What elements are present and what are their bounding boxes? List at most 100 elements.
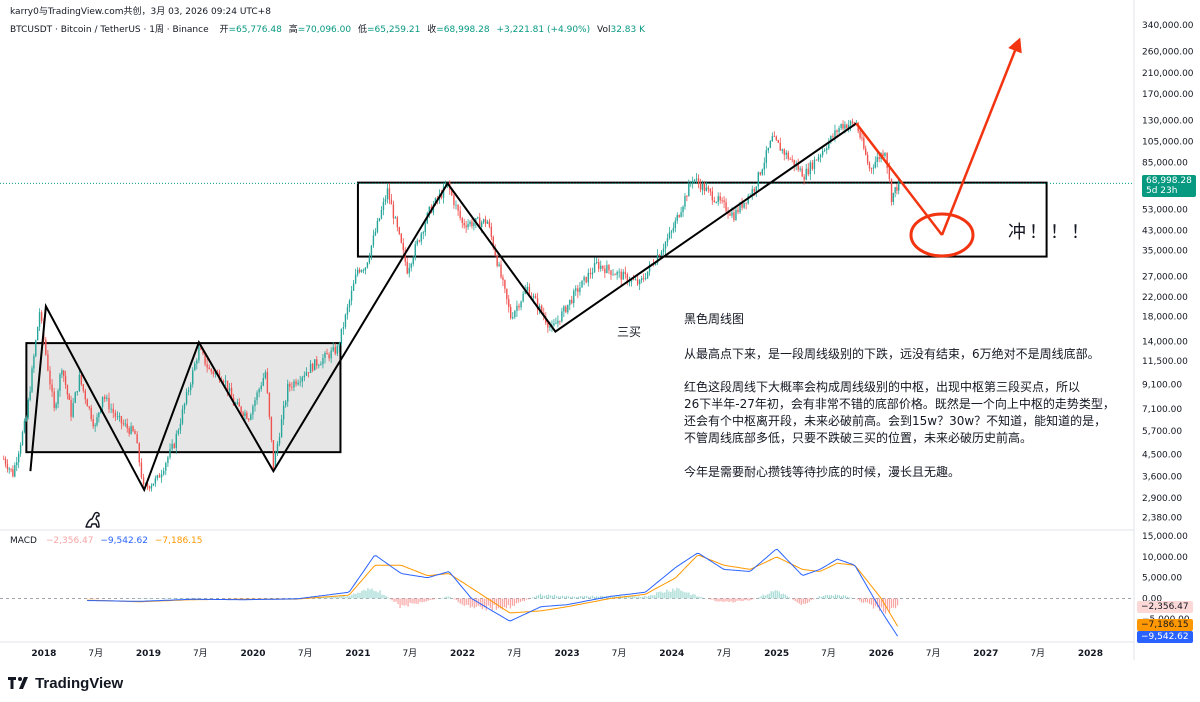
candle-body (793, 159, 795, 167)
candle-body (368, 256, 371, 263)
candle-body (68, 394, 70, 400)
dinosaur-icon[interactable] (84, 509, 104, 533)
candle-body (23, 421, 26, 433)
candle-body (266, 372, 269, 393)
candle-body (70, 399, 72, 417)
note-title: 黑色周线图 (684, 312, 745, 326)
candle-body (678, 215, 680, 217)
candle-body (741, 202, 743, 208)
candle-body (610, 270, 612, 275)
macd-signal-tag: −7,186.15 (1137, 619, 1193, 631)
candle-body (136, 434, 138, 444)
candle-body (29, 391, 31, 400)
candle-body (868, 162, 871, 169)
candle-body (165, 463, 167, 471)
candle-body (813, 159, 816, 169)
candle-body (295, 381, 297, 385)
candle-body (106, 397, 108, 399)
candle-body (571, 299, 573, 304)
candle-body (823, 150, 826, 151)
candle-body (90, 407, 92, 420)
candle-body (573, 290, 575, 304)
candle-body (500, 264, 502, 278)
candle-body (713, 200, 715, 203)
tradingview-logo[interactable]: TradingView (8, 673, 123, 692)
candle-body (86, 399, 88, 407)
candle-body (581, 280, 583, 288)
time-axis-label: 2020 (241, 649, 266, 659)
candle-body (589, 272, 592, 275)
candle-body (301, 377, 303, 382)
macd-signal-line (87, 554, 899, 627)
candle-body (753, 189, 755, 192)
candle-body (709, 189, 712, 192)
time-axis-label: 7月 (88, 648, 103, 659)
candle-body (457, 204, 459, 211)
candle-body (392, 204, 395, 219)
macd-legend-label[interactable]: MACD (10, 536, 37, 546)
candle-body (563, 306, 565, 312)
candle-body (890, 179, 893, 202)
candle-body (691, 180, 694, 183)
candle-body (761, 169, 764, 175)
candle-body (179, 423, 182, 431)
candle-body (664, 242, 667, 249)
projection-up-arrow (940, 50, 1017, 236)
candle-body (84, 390, 86, 400)
price-axis-tick: 11,500.00 (1142, 357, 1188, 367)
candle-body (628, 281, 631, 283)
candle-body (171, 443, 173, 449)
candle-body (660, 251, 663, 256)
candle-body (509, 307, 512, 319)
candle-body (781, 149, 783, 151)
candle-body (309, 363, 312, 373)
price-axis-tick: 18,000.00 (1142, 313, 1188, 323)
current-price-value: 68,998.28 (1146, 176, 1192, 186)
candle-body (565, 306, 567, 313)
macd-legend-hist: −2,356.47 (45, 536, 94, 546)
candle-body (31, 368, 33, 392)
candle-body (569, 299, 571, 305)
candle-body (502, 277, 504, 281)
candle-body (150, 485, 153, 489)
price-axis-tick: 7,100.00 (1142, 405, 1182, 415)
candle-body (767, 147, 770, 151)
candle-body (110, 408, 112, 410)
candle-body (422, 232, 424, 234)
candle-body (76, 391, 79, 393)
close-label: 收 (427, 25, 437, 35)
candle-body (585, 276, 587, 283)
close-value: =68,998.28 (436, 25, 490, 35)
candle-body (33, 355, 35, 369)
candle-body (777, 140, 779, 143)
candle-body (508, 299, 510, 308)
candle-body (595, 261, 598, 264)
candle-body (420, 233, 422, 242)
candle-body (534, 296, 537, 299)
candle-body (376, 220, 379, 232)
candle-body (330, 350, 332, 359)
candle-body (874, 161, 876, 168)
candle-body (826, 148, 828, 151)
symbol-name[interactable]: BTCUSDT · Bitcoin / TetherUS · 1周 · Bina… (10, 25, 209, 35)
low-value: =65,259.21 (367, 25, 421, 35)
candle-body (538, 305, 541, 310)
candle-body (567, 304, 569, 313)
candle-body (252, 406, 254, 415)
candle-body (328, 354, 330, 359)
candle-body (152, 483, 155, 486)
candle-body (278, 437, 281, 444)
candle-body (169, 448, 171, 458)
candle-body (834, 130, 836, 137)
candle-body (254, 400, 256, 407)
candle-body (870, 168, 873, 170)
candle-body (646, 271, 649, 279)
candle-body (848, 125, 850, 129)
candle-body (311, 363, 314, 371)
candle-body (408, 267, 410, 274)
candle-body (118, 416, 121, 417)
time-axis-label: 2018 (31, 649, 56, 659)
candle-body (250, 414, 252, 420)
candle-body (388, 188, 391, 200)
